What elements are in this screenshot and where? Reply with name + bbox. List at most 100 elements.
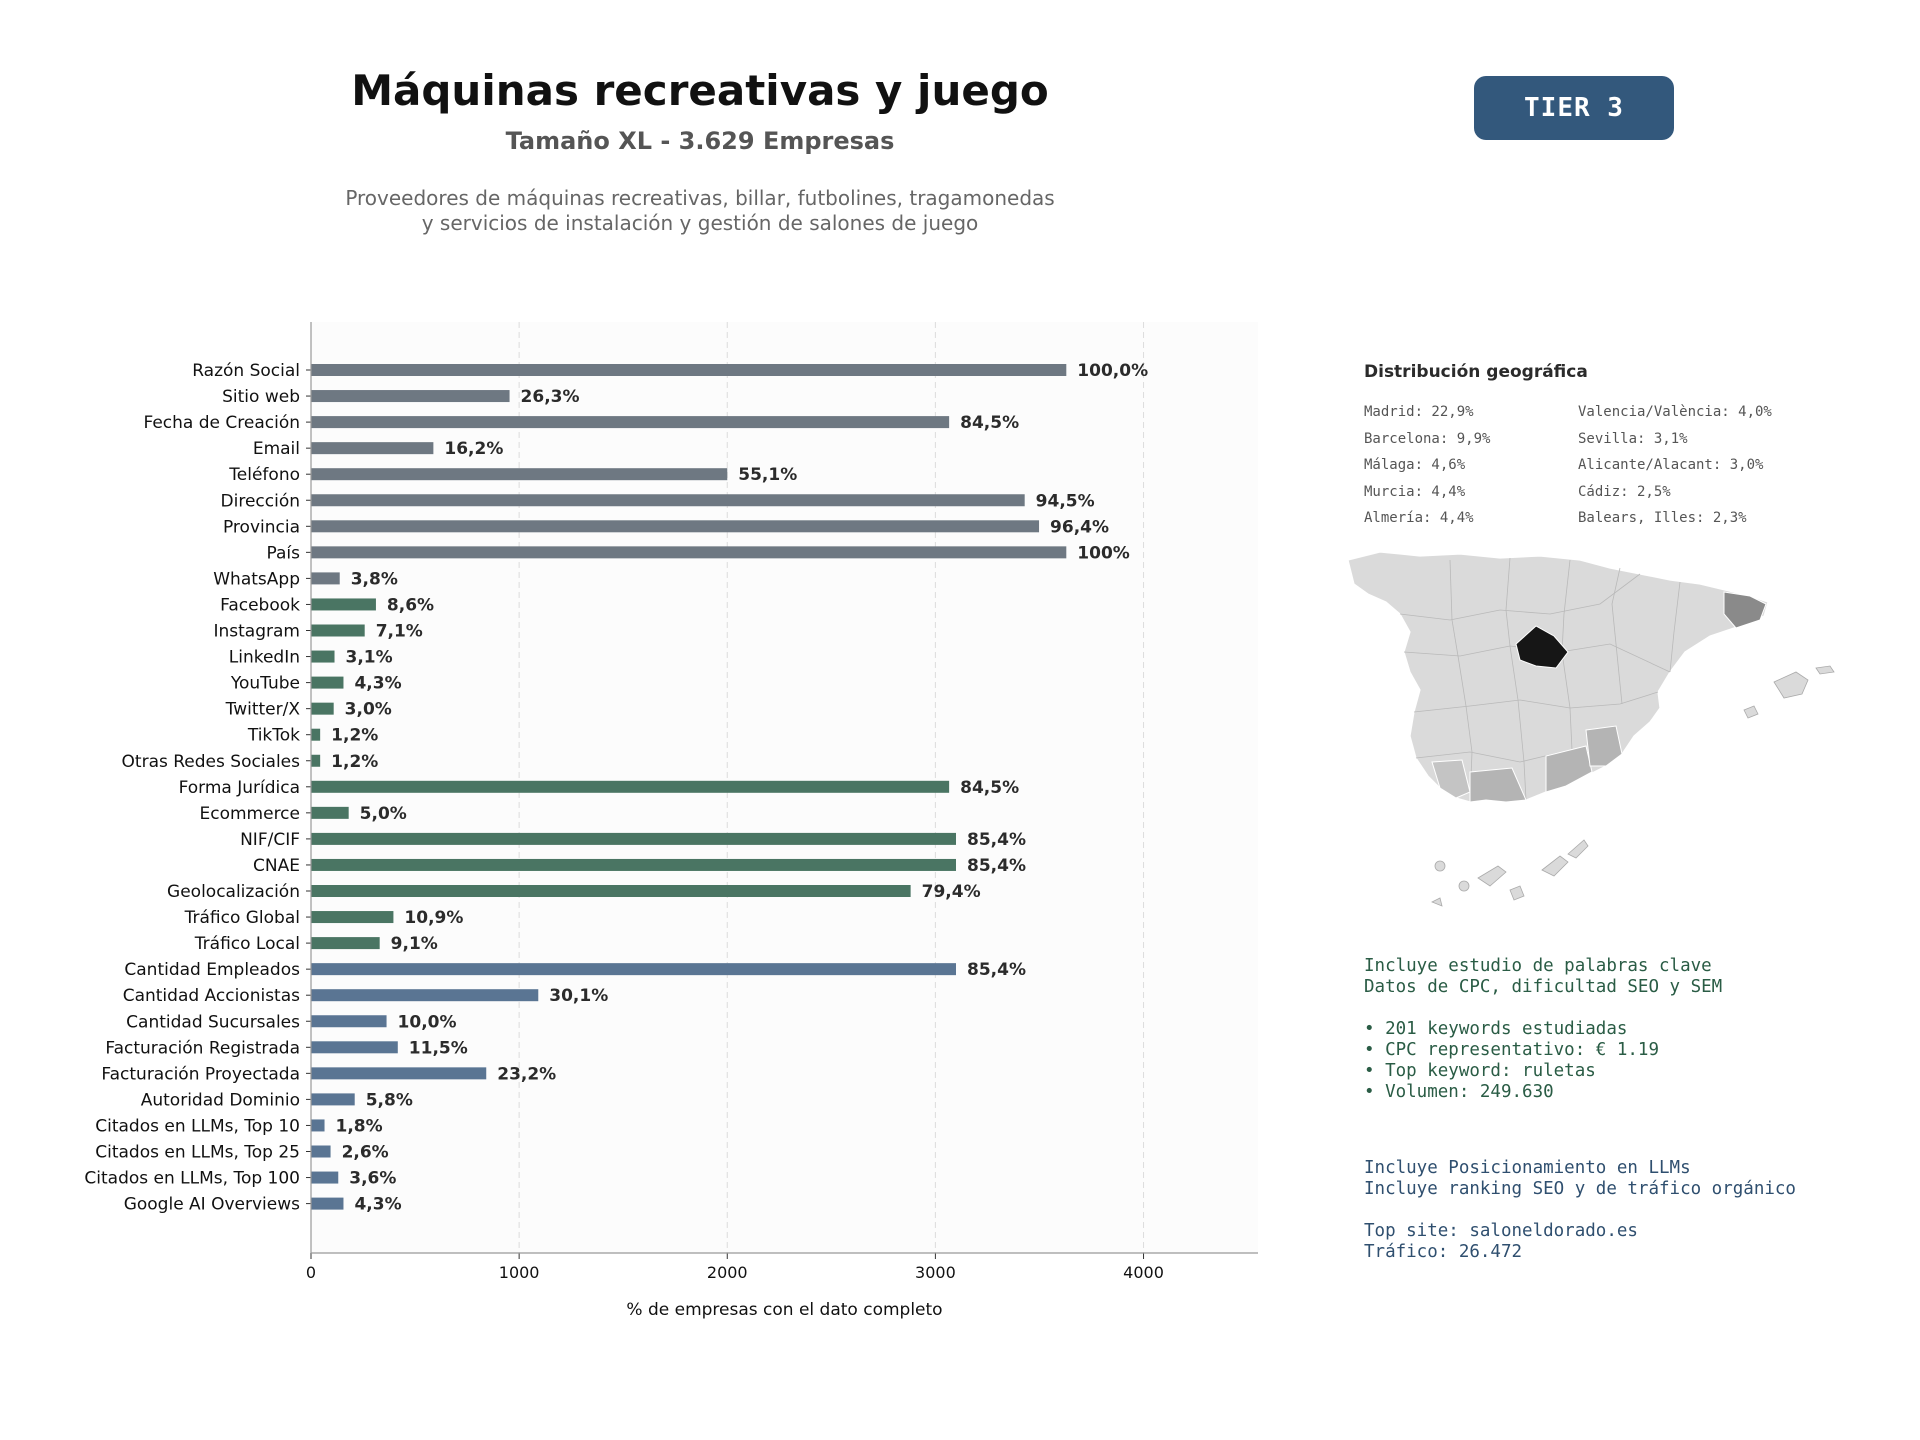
data-label: 10,0% [398,1012,457,1032]
bar [311,858,957,871]
keywords-line-2: Datos de CPC, dificultad SEO y SEM [1364,977,1723,997]
bar [311,963,957,976]
bar [311,885,911,897]
map-malaga [1469,767,1527,803]
bar [311,780,950,793]
x-tick-label: 0 [306,1263,316,1282]
bar [311,702,334,715]
bar [311,390,510,403]
bar [311,1145,331,1158]
bar [311,416,950,429]
data-label: 84,5% [960,413,1019,433]
y-tick-label: Facturación Registrada [105,1038,300,1058]
data-label: 85,4% [967,830,1026,850]
page-description: Proveedores de máquinas recreativas, bil… [200,186,1200,236]
y-tick-label: Fecha de Creación [143,413,300,433]
keywords-info: Incluye estudio de palabras clave Datos d… [1364,956,1722,1103]
bar [311,1015,387,1028]
bar [311,728,321,741]
y-tick-label: Instagram [214,622,301,642]
geo-item: Málaga: 4,6% [1364,457,1466,473]
data-label: 100% [1077,543,1130,563]
bar [311,832,957,845]
tier-badge: TIER 3 [1474,76,1674,140]
data-label: 3,8% [351,569,398,589]
geo-item: Valencia/València: 4,0% [1578,404,1772,420]
y-tick-label: Google AI Overviews [124,1195,300,1215]
keywords-line-1: Incluye estudio de palabras clave [1364,956,1712,976]
y-tick-label: Ecommerce [200,804,301,824]
data-label: 26,3% [521,387,580,407]
map-cadiz [1431,759,1471,799]
data-label: 100,0% [1077,361,1148,381]
x-tick-label: 1000 [499,1263,540,1282]
y-tick-label: Citados en LLMs, Top 100 [84,1169,300,1189]
y-tick-label: Tráfico Global [184,908,300,928]
y-tick-label: Razón Social [192,361,300,381]
map-menorca [1815,665,1835,675]
y-tick-label: Cantidad Sucursales [126,1012,300,1032]
spain-choropleth-map [1347,551,1835,907]
y-tick-label: Otras Redes Sociales [122,752,301,772]
map-canary-islands [1431,839,1589,907]
map-murcia [1585,725,1623,767]
bar [311,989,539,1002]
llm-line-3: Top site: saloneldorado.es [1364,1221,1638,1241]
y-tick-label: NIF/CIF [240,830,300,850]
geo-item: Madrid: 22,9% [1364,404,1474,420]
llm-line-4: Tráfico: 26.472 [1364,1242,1523,1262]
x-tick-label: 4000 [1123,1263,1164,1282]
bar [311,937,380,950]
data-label: 1,2% [331,726,378,746]
llm-line-1: Incluye Posicionamiento en LLMs [1364,1158,1691,1178]
data-label: 2,6% [342,1143,389,1163]
data-label: 3,0% [345,700,392,720]
keywords-bullet-3: • Top keyword: ruletas [1364,1061,1596,1081]
y-tick-label: Cantidad Empleados [124,960,300,980]
y-tick-label: Email [253,439,300,459]
data-label: 3,6% [349,1169,396,1189]
map-barcelona [1723,591,1767,629]
bar [311,911,394,924]
map-ibiza [1743,705,1759,719]
y-tick-label: Citados en LLMs, Top 25 [95,1143,300,1163]
llm-info: Incluye Posicionamiento en LLMs Incluye r… [1364,1158,1796,1263]
data-label: 94,5% [1036,491,1095,511]
bar [311,754,321,767]
geo-distribution-list: Madrid: 22,9% Valencia/València: 4,0% Ba… [1364,399,1824,532]
data-label: 85,4% [967,856,1026,876]
data-label: 5,8% [366,1090,413,1110]
keywords-bullet-4: • Volumen: 249.630 [1364,1082,1554,1102]
bar [311,806,349,819]
bar [311,650,335,663]
y-tick-label: Tráfico Local [194,934,300,954]
description-line-1: Proveedores de máquinas recreativas, bil… [345,186,1055,210]
keywords-bullet-1: • 201 keywords estudiadas [1364,1019,1628,1039]
bar [311,676,344,689]
bar [311,1041,398,1054]
y-tick-label: Facebook [220,595,300,615]
bar [311,1093,355,1106]
y-tick-label: Twitter/X [225,700,301,720]
data-label: 11,5% [409,1038,468,1058]
map-madrid [1515,625,1569,669]
y-tick-label: Geolocalización [167,882,300,902]
data-label: 4,3% [354,674,401,694]
y-tick-label: Cantidad Accionistas [123,986,300,1006]
data-label: 1,2% [331,752,378,772]
bar [311,364,1067,376]
geo-item: Sevilla: 3,1% [1578,430,1688,447]
y-tick-label: YouTube [230,674,300,694]
data-label: 1,8% [336,1116,383,1136]
data-label: 5,0% [360,804,407,824]
y-tick-label: TikTok [247,726,300,746]
x-tick-label: 2000 [707,1263,748,1282]
map-mallorca [1773,671,1809,699]
y-tick-label: Autoridad Dominio [141,1090,300,1110]
bar [311,468,728,481]
data-label: 30,1% [549,986,608,1006]
data-label: 84,5% [960,778,1019,798]
data-label: 10,9% [404,908,463,928]
bar [311,546,1067,559]
y-tick-label: Citados en LLMs, Top 10 [95,1116,300,1136]
